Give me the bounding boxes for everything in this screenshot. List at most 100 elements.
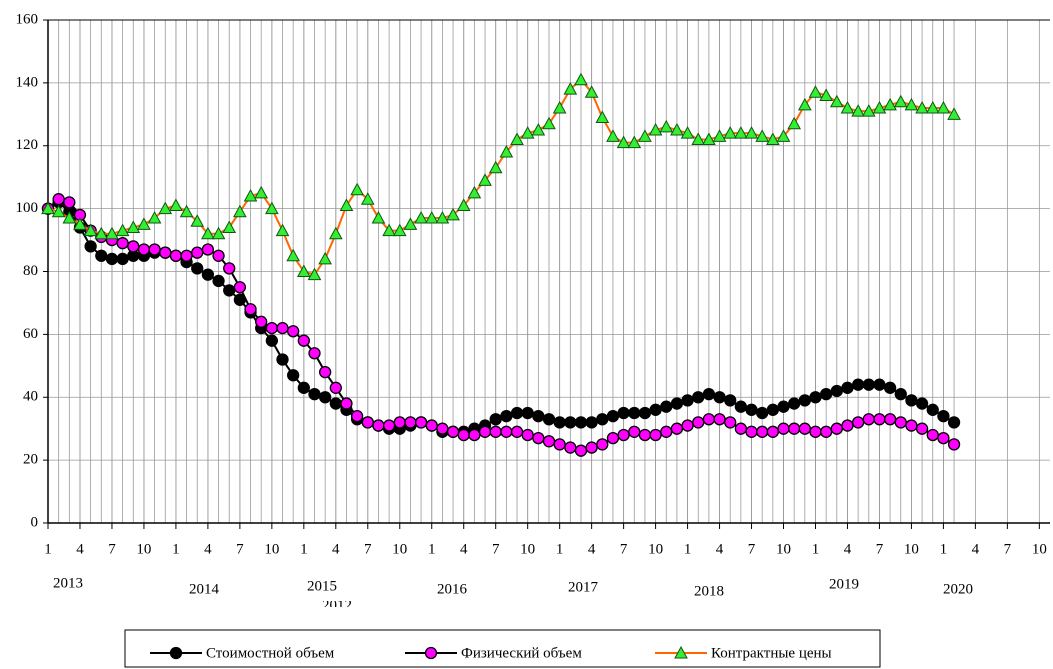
marker bbox=[350, 182, 364, 196]
marker bbox=[116, 237, 129, 250]
y-tick-label: 20 bbox=[23, 452, 38, 468]
marker bbox=[393, 416, 406, 429]
marker bbox=[680, 126, 695, 139]
marker bbox=[660, 425, 673, 438]
marker bbox=[702, 132, 716, 145]
marker bbox=[808, 85, 823, 98]
marker bbox=[510, 132, 524, 145]
marker bbox=[819, 387, 833, 401]
marker bbox=[574, 416, 588, 429]
marker bbox=[159, 246, 172, 259]
legend-label: Контрактные цены bbox=[711, 645, 832, 661]
marker bbox=[382, 223, 396, 237]
marker bbox=[457, 428, 470, 442]
marker bbox=[649, 428, 662, 442]
x-tick-label: 1 bbox=[684, 541, 692, 557]
x-tick-label: 10 bbox=[1032, 541, 1047, 557]
marker bbox=[467, 185, 482, 199]
marker bbox=[531, 122, 546, 136]
marker bbox=[329, 397, 342, 410]
marker bbox=[585, 441, 598, 454]
year-label: 2019 bbox=[829, 576, 859, 592]
marker bbox=[596, 413, 609, 426]
x-tick-label: 10 bbox=[392, 541, 407, 557]
marker bbox=[553, 416, 566, 429]
marker bbox=[628, 425, 641, 438]
marker bbox=[937, 409, 950, 423]
marker bbox=[756, 425, 769, 438]
marker bbox=[318, 391, 332, 404]
marker bbox=[233, 281, 247, 294]
marker bbox=[809, 391, 822, 404]
marker bbox=[883, 413, 897, 426]
marker bbox=[180, 249, 193, 262]
marker bbox=[872, 100, 887, 114]
series-group bbox=[41, 193, 961, 457]
x-tick-label: 7 bbox=[620, 541, 628, 557]
marker bbox=[606, 129, 620, 142]
marker bbox=[510, 406, 524, 420]
axes bbox=[43, 19, 1050, 529]
marker bbox=[360, 192, 375, 205]
marker bbox=[446, 425, 460, 438]
marker bbox=[137, 243, 151, 256]
marker bbox=[692, 391, 705, 404]
marker bbox=[851, 378, 865, 391]
marker bbox=[862, 413, 875, 426]
marker bbox=[308, 387, 321, 401]
y-tick-label: 160 bbox=[16, 11, 39, 27]
marker bbox=[126, 220, 141, 233]
marker bbox=[521, 406, 534, 420]
x-tick-label: 10 bbox=[136, 541, 151, 557]
marker bbox=[191, 246, 204, 259]
x-tick-label: 1 bbox=[172, 541, 180, 557]
marker bbox=[883, 381, 897, 394]
y-tick-label: 60 bbox=[23, 326, 38, 342]
marker bbox=[436, 422, 449, 435]
marker bbox=[670, 422, 684, 435]
marker bbox=[638, 129, 652, 142]
marker bbox=[211, 226, 226, 240]
marker bbox=[478, 425, 492, 438]
x-tick-label: 4 bbox=[972, 541, 980, 557]
marker bbox=[222, 220, 237, 233]
x-tick-label: 7 bbox=[748, 541, 756, 557]
marker bbox=[510, 425, 524, 438]
marker bbox=[296, 264, 311, 277]
marker bbox=[414, 416, 428, 429]
marker bbox=[297, 334, 310, 347]
marker bbox=[776, 129, 791, 142]
marker bbox=[819, 425, 833, 438]
marker bbox=[265, 201, 279, 215]
marker bbox=[446, 207, 460, 221]
x-tick-label: 4 bbox=[332, 541, 340, 557]
labels: 0 20 40 60 80 100 120 140 160 1 4 7 10 1 4 7 10 1 4 7 10 1 4 7 1… bbox=[16, 11, 1047, 607]
x-tick-label: 7 bbox=[876, 541, 884, 557]
marker bbox=[830, 422, 843, 435]
marker bbox=[595, 110, 610, 123]
x-tick-label: 4 bbox=[844, 541, 852, 557]
x-tick-label: 4 bbox=[204, 541, 212, 557]
marker bbox=[478, 173, 492, 186]
marker bbox=[147, 211, 162, 224]
y-tick-label: 40 bbox=[23, 389, 38, 405]
marker bbox=[787, 116, 802, 130]
marker bbox=[894, 416, 907, 429]
year-label: 2015 bbox=[307, 578, 337, 594]
marker bbox=[628, 406, 641, 420]
marker bbox=[105, 252, 119, 266]
marker bbox=[542, 116, 556, 130]
marker bbox=[83, 223, 98, 237]
marker bbox=[468, 428, 481, 442]
marker bbox=[691, 132, 706, 145]
marker bbox=[361, 416, 374, 429]
marker bbox=[638, 428, 652, 442]
marker bbox=[766, 403, 780, 416]
marker bbox=[915, 422, 929, 435]
marker bbox=[340, 397, 353, 410]
year-label: 2014 bbox=[189, 581, 220, 597]
marker bbox=[329, 381, 342, 394]
marker bbox=[520, 126, 535, 139]
marker bbox=[73, 217, 87, 230]
